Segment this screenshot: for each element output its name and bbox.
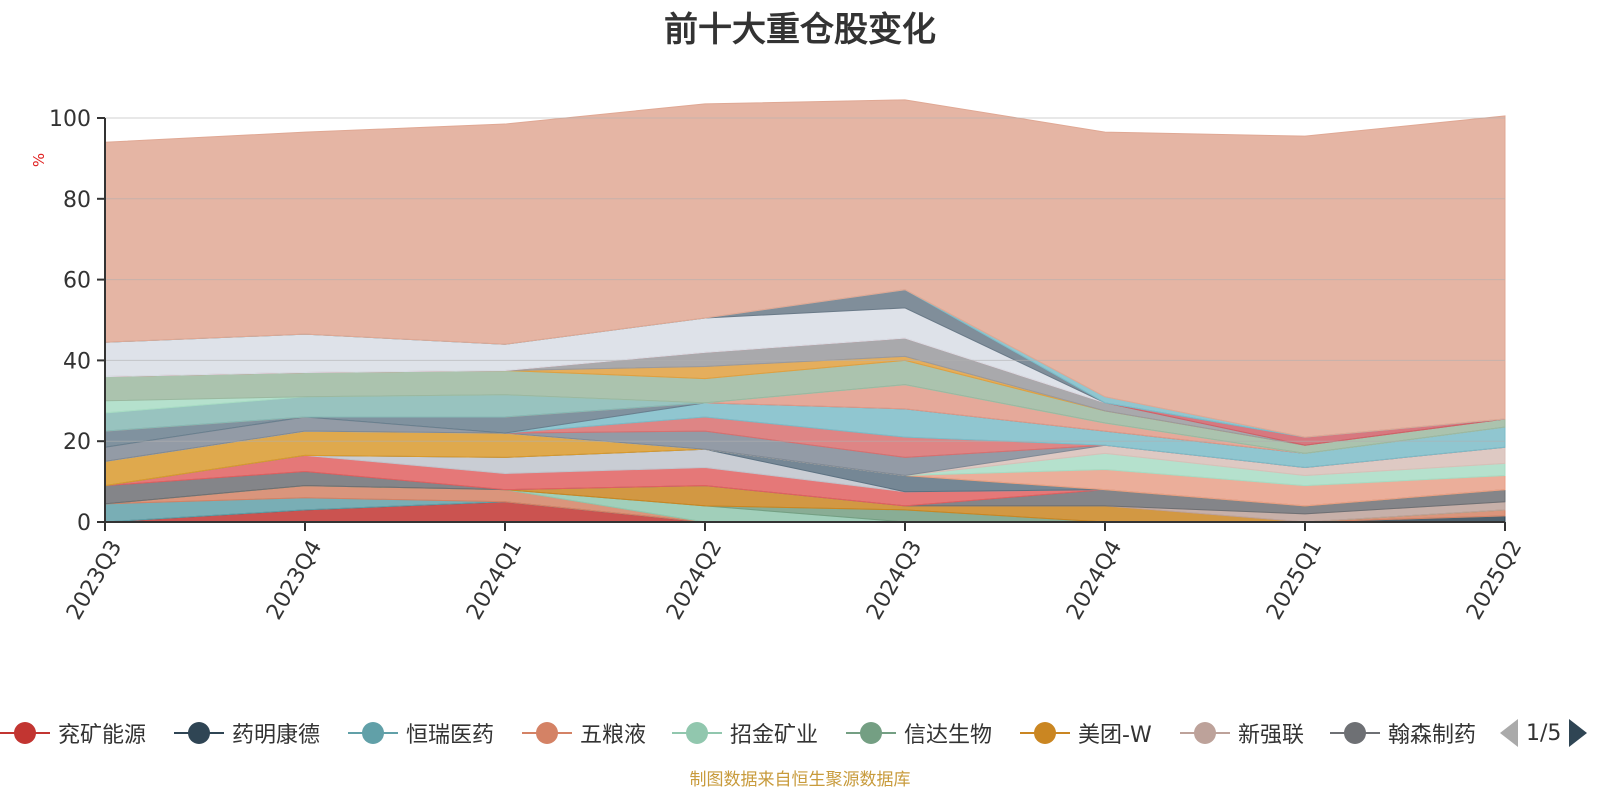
legend-label: 兖矿能源 <box>58 723 147 748</box>
area-series-30[interactable] <box>104 99 1506 438</box>
legend-item[interactable]: 招金矿业 <box>672 713 818 753</box>
x-tick-label: 2023Q4 <box>262 536 327 624</box>
legend-label: 翰森制药 <box>1388 723 1477 748</box>
legend-marker-icon <box>846 713 896 753</box>
legend-item[interactable]: 兖矿能源 <box>0 713 146 753</box>
x-tick-label: 2023Q3 <box>62 536 127 624</box>
legend-prev-page-icon[interactable] <box>1500 719 1518 747</box>
legend-item[interactable]: 恒瑞医药 <box>348 713 494 753</box>
legend-next-page-icon[interactable] <box>1569 719 1588 747</box>
y-tick-label: 60 <box>63 269 91 294</box>
legend-marker-icon <box>672 713 722 753</box>
area-layer <box>104 99 1506 523</box>
legend-label: 五粮液 <box>580 723 647 748</box>
legend-marker-icon <box>1020 713 1070 753</box>
source-note: 制图数据来自恒生聚源数据库 <box>689 770 911 790</box>
legend: 兖矿能源 药明康德 恒瑞医药 五粮液 招金矿业 信达生物 美团-W 新强联 翰森制药 <box>0 713 1600 753</box>
y-tick-label: 20 <box>63 430 91 455</box>
legend-item[interactable]: 翰森制药 <box>1330 713 1476 753</box>
legend-item[interactable]: 药明康德 <box>174 713 320 753</box>
legend-label: 招金矿业 <box>730 723 819 748</box>
x-tick-label: 2024Q1 <box>462 536 527 624</box>
chart-title: 前十大重仓股变化 <box>664 10 936 50</box>
y-tick-label: 80 <box>63 188 91 213</box>
legend-pager: 1/5 <box>1500 713 1588 753</box>
legend-item[interactable]: 新强联 <box>1180 713 1304 753</box>
x-tick-label: 2024Q3 <box>862 536 927 624</box>
x-tick-label: 2025Q2 <box>1462 536 1527 624</box>
y-tick-label: 40 <box>63 349 91 374</box>
legend-item[interactable]: 美团-W <box>1020 713 1152 753</box>
legend-label: 恒瑞医药 <box>406 723 495 748</box>
legend-label: 信达生物 <box>904 723 993 748</box>
legend-items-container: 兖矿能源 药明康德 恒瑞医药 五粮液 招金矿业 信达生物 美团-W 新强联 翰森制药 <box>0 713 1480 753</box>
chart-plot: 0 20 40 60 80 100 2023Q3 2023Q4 2024Q1 2024Q2 2024… <box>30 99 1527 624</box>
legend-marker-icon <box>0 713 50 753</box>
legend-marker-icon <box>522 713 572 753</box>
legend-item[interactable]: 五粮液 <box>522 713 646 753</box>
y-tick-label: 100 <box>49 107 91 132</box>
legend-marker-icon <box>348 713 398 753</box>
legend-page-indicator: 1/5 <box>1526 720 1562 746</box>
grid-layer <box>105 117 1505 523</box>
legend-item[interactable]: 信达生物 <box>846 713 992 753</box>
legend-label: 新强联 <box>1238 723 1305 748</box>
y-axis-unit-label: % <box>30 153 48 167</box>
legend-marker-icon <box>174 713 224 753</box>
x-tick-label: 2024Q4 <box>1062 536 1127 624</box>
y-tick-label: 0 <box>77 511 91 536</box>
legend-label: 美团-W <box>1078 723 1152 748</box>
legend-marker-icon <box>1180 713 1230 753</box>
x-tick-label: 2025Q1 <box>1262 536 1327 624</box>
legend-marker-icon <box>1330 713 1380 753</box>
x-tick-label: 2024Q2 <box>662 536 727 624</box>
legend-label: 药明康德 <box>232 723 321 748</box>
